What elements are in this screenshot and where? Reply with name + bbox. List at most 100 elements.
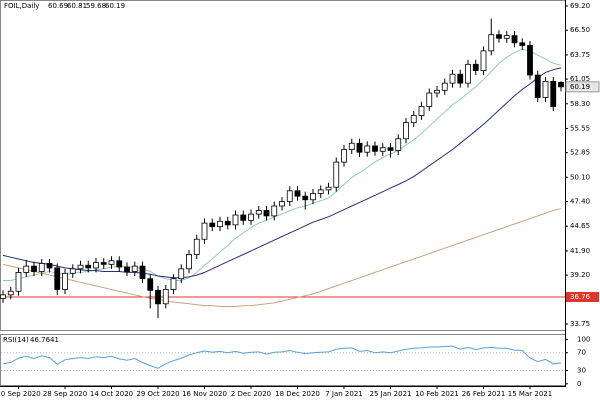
rsi-value: 46.7641 bbox=[30, 336, 59, 344]
candle-body bbox=[496, 34, 502, 39]
candle-body bbox=[232, 214, 239, 226]
candle-body bbox=[550, 80, 557, 107]
candle-body bbox=[279, 201, 285, 207]
x-tick-label: 15 Mar 2021 bbox=[508, 390, 552, 398]
candle-body bbox=[364, 145, 371, 153]
candle-body bbox=[100, 262, 107, 265]
y-tick-label: 55.55 bbox=[570, 124, 590, 132]
y-tick-label: 33.75 bbox=[570, 320, 590, 328]
y-tick-label: 52.85 bbox=[570, 149, 590, 157]
y-tick-label: 63.75 bbox=[570, 51, 590, 59]
y-tick-label: 44.65 bbox=[570, 222, 590, 230]
candle-body bbox=[387, 147, 394, 151]
hline-badge bbox=[566, 291, 599, 302]
candle-body bbox=[108, 260, 115, 265]
candle-body bbox=[519, 42, 526, 46]
candle-body bbox=[23, 265, 30, 273]
candle-body bbox=[224, 220, 231, 226]
candle-body bbox=[457, 73, 464, 84]
candle-body bbox=[186, 254, 192, 270]
candle-body bbox=[116, 260, 123, 268]
x-tick-label: 25 Jan 2021 bbox=[370, 390, 412, 398]
y-tick-label: 39.20 bbox=[570, 271, 590, 279]
candle-body bbox=[395, 138, 402, 151]
candle-body bbox=[147, 278, 154, 291]
candle-body bbox=[325, 186, 332, 191]
candle-body bbox=[15, 272, 22, 292]
main-panel bbox=[0, 0, 566, 331]
x-tick-label: 7 Jan 2021 bbox=[325, 390, 363, 398]
candle-body bbox=[465, 63, 471, 84]
rsi-tick-label: 0 bbox=[577, 380, 581, 388]
candle-body bbox=[209, 222, 216, 228]
candle-body bbox=[379, 147, 386, 152]
candle-body bbox=[248, 213, 254, 221]
candle-body bbox=[62, 272, 68, 290]
candle-body bbox=[54, 267, 61, 290]
candle-body bbox=[503, 35, 510, 39]
last-close: 60.19 bbox=[105, 2, 125, 10]
x-tick-label: 14 Oct 2020 bbox=[90, 390, 133, 398]
candle-body bbox=[356, 142, 363, 153]
candle-body bbox=[271, 205, 278, 217]
x-tick-label: 10 Feb 2021 bbox=[415, 390, 459, 398]
rsi-panel bbox=[0, 334, 566, 386]
candle-body bbox=[255, 210, 262, 215]
candle-body bbox=[31, 265, 37, 272]
y-tick-label: 61.05 bbox=[570, 75, 590, 83]
rsi-tick-label: 100 bbox=[577, 335, 590, 343]
candle-body bbox=[434, 89, 440, 94]
moving-average bbox=[3, 48, 562, 281]
candle-body bbox=[46, 263, 53, 269]
y-tick-label: 66.50 bbox=[570, 26, 590, 34]
candle-body bbox=[441, 82, 448, 91]
y-tick-label: 69.20 bbox=[570, 2, 590, 10]
candle-body bbox=[193, 238, 200, 255]
rsi-label: RSI(14) bbox=[3, 336, 29, 344]
x-tick-label: 18 Dec 2020 bbox=[275, 390, 320, 398]
x-tick-label: 2 Dec 2020 bbox=[231, 390, 271, 398]
chart-title: FOIL,Daily bbox=[4, 2, 39, 10]
candle-body bbox=[418, 106, 425, 116]
candle-body bbox=[317, 189, 324, 194]
candle-body bbox=[472, 63, 479, 71]
candle-body bbox=[410, 115, 417, 124]
last-open: 60.69 bbox=[48, 2, 68, 10]
x-tick-label: 28 Sep 2020 bbox=[43, 390, 87, 398]
candle-body bbox=[426, 92, 433, 107]
candle-body bbox=[93, 262, 99, 269]
candle-body bbox=[534, 74, 541, 98]
candle-body bbox=[286, 190, 293, 202]
candle-body bbox=[162, 289, 169, 305]
candle-body bbox=[77, 264, 84, 270]
candle-body bbox=[302, 195, 309, 201]
chart-header: FOIL,Daily 60.69 60.81 59.68 60.19 bbox=[4, 2, 125, 10]
last-low: 59.68 bbox=[86, 2, 106, 10]
x-tick-label: 10 Sep 2020 bbox=[0, 390, 41, 398]
candle-body bbox=[38, 263, 45, 272]
last-high: 60.81 bbox=[67, 2, 87, 10]
candle-body bbox=[124, 266, 130, 272]
candle-body bbox=[403, 122, 409, 140]
moving-average bbox=[2, 208, 562, 307]
candle-body bbox=[527, 45, 533, 76]
candle-body bbox=[139, 265, 146, 280]
y-tick-label: 41.90 bbox=[570, 247, 590, 255]
candle-body bbox=[310, 193, 316, 201]
candle-body bbox=[0, 294, 6, 299]
candle-body bbox=[201, 222, 208, 240]
candle-body bbox=[7, 290, 14, 296]
rsi-tick-label: 30 bbox=[577, 366, 586, 374]
candle-body bbox=[155, 289, 161, 305]
candle-body bbox=[294, 190, 301, 197]
x-tick-label: 29 Oct 2020 bbox=[136, 390, 179, 398]
candle-body bbox=[333, 161, 340, 188]
candle-body bbox=[170, 278, 177, 290]
candle-body bbox=[511, 35, 518, 44]
candle-body bbox=[488, 34, 495, 52]
rsi-tick-label: 70 bbox=[577, 349, 586, 357]
last-price-badge bbox=[565, 81, 600, 93]
rsi-line bbox=[2, 345, 562, 369]
candle-body bbox=[372, 145, 378, 152]
